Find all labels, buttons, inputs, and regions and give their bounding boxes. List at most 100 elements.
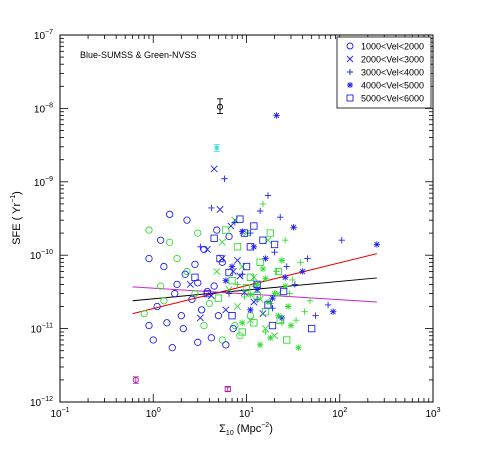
data-point-circle-blue [197, 306, 206, 314]
data-point-plus-blue [304, 255, 311, 262]
x-tick-labels: 10−1 100 101 102 103 [50, 407, 440, 420]
data-point-circle-blue [166, 210, 174, 219]
data-point-plus-green [292, 317, 300, 324]
data-point-circle-blue [160, 262, 168, 271]
data-point-square-blue [259, 236, 267, 244]
data-point-asterisk-blue [299, 268, 306, 275]
fit-line-purple [132, 286, 377, 303]
y-tick-label: 10−9 [34, 176, 53, 189]
data-point-square-blue [191, 273, 199, 281]
data-point-square-blue [279, 287, 288, 296]
data-point-square-blue [210, 234, 218, 242]
data-point-circle-blue [156, 236, 165, 244]
data-point-square-green [233, 243, 242, 251]
error-point-circle-black [216, 103, 224, 110]
y-axis-label-sup: −1 [10, 195, 17, 203]
data-point-plus-green [289, 276, 296, 284]
data-point-asterisk-green [239, 319, 246, 326]
data-point-x-green [238, 263, 246, 271]
data-point-plus-blue [225, 290, 233, 297]
tick-marks [59, 35, 433, 403]
data-point-circle-blue [207, 334, 216, 342]
data-point-square-blue [264, 301, 272, 309]
data-point-plus-green [234, 281, 241, 288]
data-point-plus-blue [277, 213, 284, 221]
data-point-asterisk-blue [269, 294, 276, 302]
data-point-asterisk-blue [290, 224, 297, 231]
data-point-x-blue [186, 280, 194, 288]
data-point-circle-blue [149, 336, 157, 344]
data-point-circle-green [160, 297, 168, 305]
annotation-text: Blue-SUMSS & Green-NVSS [80, 50, 197, 60]
legend-marker-asterisk [347, 82, 353, 88]
data-point-plus-blue [338, 237, 345, 244]
x-axis-label-close: ) [269, 423, 273, 435]
data-point-square-blue [216, 254, 224, 263]
data-point-circle-green [218, 336, 226, 344]
legend-label: 1000<Vel<2000 [361, 42, 424, 52]
data-point-circle-green [140, 309, 148, 318]
data-point-circle-green [145, 226, 153, 234]
y-axis-label: SFE ( Yr−1) [10, 191, 23, 245]
data-point-plus-blue [271, 248, 278, 256]
data-point-plus-green [273, 268, 280, 275]
error-point-circle-magenta [132, 376, 139, 383]
data-point-plus-blue [264, 192, 272, 199]
data-point-circle-green [200, 321, 208, 330]
data-point-x-blue [222, 306, 230, 314]
data-point-square-green [274, 267, 283, 276]
data-point-square-blue [308, 324, 316, 333]
data-point-plus-blue [221, 175, 228, 182]
data-point-circle-blue [191, 260, 199, 269]
legend: 1000<Vel<2000 2000<Vel<3000 3000<Vel<4000 4… [336, 36, 432, 109]
data-point-asterisk-blue [281, 274, 289, 281]
data-point-plus-blue [324, 301, 332, 309]
data-point-circle-blue [168, 344, 176, 352]
data-point-plus-blue [256, 207, 264, 215]
fit-line-red [132, 253, 377, 315]
data-point-square-blue [225, 268, 233, 277]
error-point-square-magenta [224, 386, 231, 393]
x-axis-label-sub: 10 [226, 430, 234, 437]
data-point-x-blue [203, 245, 211, 253]
legend-marker-square [346, 94, 354, 102]
data-point-square-blue [270, 240, 279, 249]
data-point-plus-green [281, 237, 289, 244]
y-tick-labels: 10−12 10−11 10−10 10−9 10−8 10−7 [30, 29, 53, 409]
data-point-square-green [283, 336, 291, 344]
data-points [140, 112, 381, 352]
error-bar-magenta [224, 386, 231, 392]
data-point-circle-green [173, 254, 181, 263]
data-point-asterisk-green [295, 344, 302, 351]
data-point-asterisk-green [247, 291, 254, 298]
data-point-plus-green [301, 308, 308, 315]
data-point-square-green [242, 284, 251, 292]
data-point-asterisk-green [262, 275, 269, 282]
data-point-plus-green [241, 293, 248, 301]
data-point-square-blue [240, 229, 249, 237]
data-point-square-blue [253, 280, 261, 289]
data-point-circle-blue [145, 321, 153, 330]
data-point-asterisk-green [284, 303, 292, 310]
data-point-circle-blue [218, 258, 226, 266]
y-tick-label: 10−7 [34, 29, 53, 42]
data-point-square-blue [228, 312, 236, 320]
data-point-asterisk-green [256, 341, 264, 349]
data-point-asterisk-blue [278, 314, 286, 322]
data-point-plus-green [297, 259, 304, 266]
x-axis-label: Σ10 (Mpc−2) [219, 422, 273, 437]
x-axis-label-main: Σ [219, 423, 226, 435]
legend-label: 4000<Vel<5000 [361, 81, 424, 91]
y-tick-label: 10−11 [31, 323, 54, 336]
x-tick-label: 100 [146, 407, 161, 420]
data-point-asterisk-green [287, 322, 295, 329]
legend-label: 2000<Vel<3000 [361, 55, 424, 65]
error-bar-black [217, 98, 224, 115]
data-point-plus-blue [239, 271, 246, 278]
data-point-circle-green [236, 332, 244, 340]
data-point-asterisk-green [278, 257, 286, 264]
data-point-square-green [250, 319, 258, 327]
x-axis-label-unit: (Mpc [234, 423, 262, 435]
data-point-x-green [262, 325, 270, 333]
